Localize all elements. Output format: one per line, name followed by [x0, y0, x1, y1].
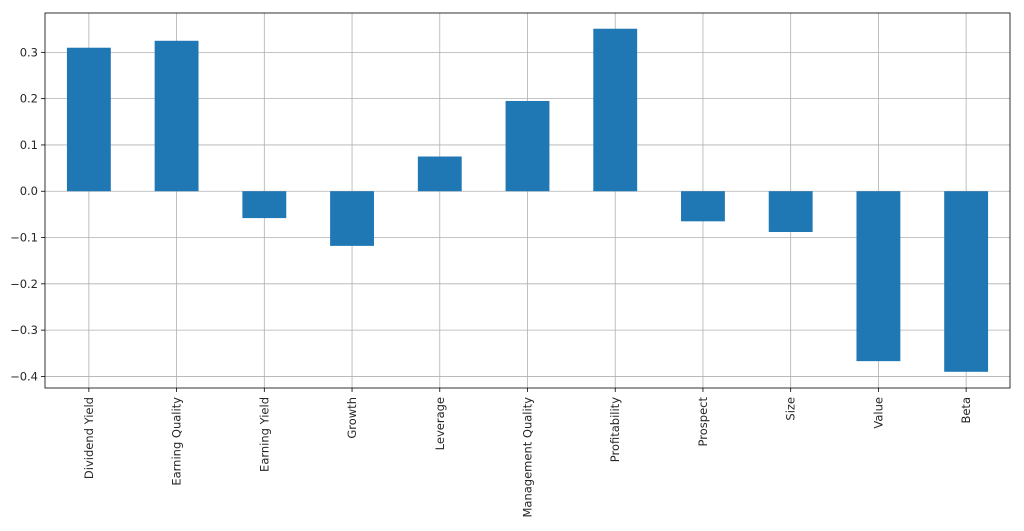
x-tick-label: Management Quality — [521, 397, 535, 518]
y-tick-label: 0.3 — [20, 45, 38, 59]
tick-layer — [41, 51, 967, 392]
bar-earning-yield — [242, 191, 287, 219]
y-tick-label: −0.1 — [10, 231, 38, 245]
bar-value — [856, 191, 901, 362]
y-tick-label: −0.4 — [10, 369, 38, 383]
y-tick-label: −0.2 — [10, 277, 38, 291]
y-tick-label: 0.0 — [20, 184, 38, 198]
x-tick-label: Earning Yield — [257, 397, 271, 472]
x-tick-label: Leverage — [433, 397, 447, 450]
x-tick-label: Size — [784, 397, 798, 421]
x-tick-label: Profitability — [608, 397, 622, 462]
bar-management-quality — [505, 100, 550, 192]
bar-growth — [330, 191, 374, 246]
bar-prospect — [681, 191, 725, 222]
x-tick-label: Prospect — [696, 397, 710, 447]
x-tick-label: Value — [871, 397, 885, 429]
bar-earning-quality — [154, 40, 199, 192]
y-tick-label: 0.1 — [20, 138, 38, 152]
x-tick-label: Growth — [345, 397, 359, 439]
x-tick-label: Beta — [959, 397, 973, 424]
label-layer: −0.4 −0.3 −0.2 −0.1 0.0 0.1 0.2 0.3 Dividend Yie… — [10, 45, 973, 517]
bar-beta — [944, 191, 989, 372]
y-tick-label: 0.2 — [20, 92, 38, 106]
bar-size — [768, 191, 813, 232]
x-tick-label: Earning Quality — [170, 397, 184, 486]
x-tick-label: Dividend Yield — [82, 397, 96, 479]
bar-profitability — [593, 28, 638, 192]
bar-layer — [66, 28, 989, 372]
bar-leverage — [417, 156, 462, 192]
bar-dividend-yield — [66, 47, 111, 192]
y-tick-label: −0.3 — [10, 323, 38, 337]
